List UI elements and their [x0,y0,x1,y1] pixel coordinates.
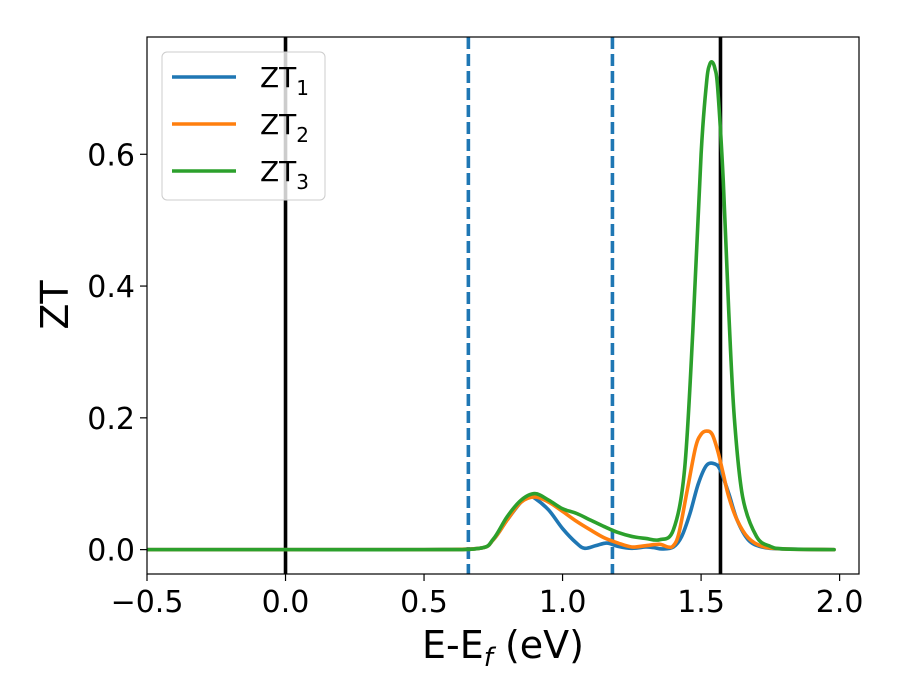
x-tick-label: 2.0 [816,585,864,620]
x-tick-label: 1.5 [677,585,725,620]
legend: ZT1 ZT2 ZT3 [161,51,326,201]
x-axis-title: E-Ef (eV) [422,623,584,673]
legend-label: ZT1 [260,61,309,100]
x-tick-label: 1.0 [539,585,587,620]
x-tick-label: −0.5 [111,585,184,620]
y-tick-label: 0.4 [87,270,135,305]
legend-entry-zt1: ZT1 [172,61,309,100]
legend-label: ZT3 [260,155,309,194]
legend-box [161,51,326,201]
x-tick-label: 0.5 [400,585,448,620]
legend-entry-zt2: ZT2 [172,108,309,147]
series-line-zt2 [147,429,836,552]
y-tick-label: 0.2 [87,402,135,437]
plot-frame [146,36,860,575]
series-line-zt3 [147,60,836,552]
y-tick-label: 0.0 [87,534,135,569]
y-axis-title: ZT [33,280,77,330]
legend-entry-zt3: ZT3 [172,155,309,194]
y-tick-label: 0.6 [87,138,135,173]
legend-label: ZT2 [260,108,309,147]
x-tick-label: 0.0 [262,585,310,620]
